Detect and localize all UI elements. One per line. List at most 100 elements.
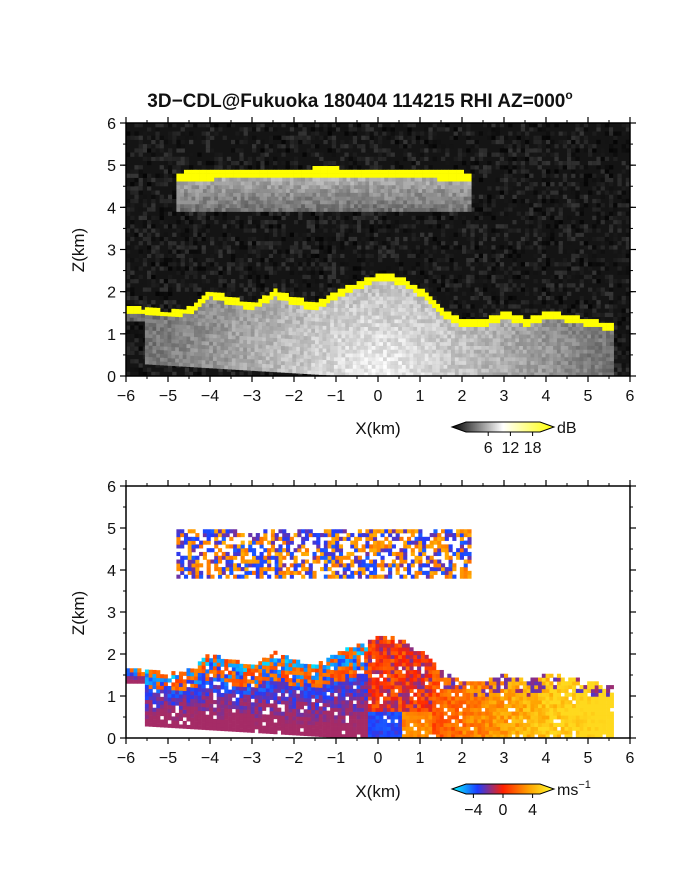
reflectivity-edge-cell <box>220 292 225 297</box>
noise-cell <box>470 131 475 136</box>
noise-cell <box>562 139 568 145</box>
noise-cell <box>600 211 605 216</box>
noise-cell <box>285 279 290 284</box>
reflectivity-cell <box>326 340 331 346</box>
noise-cell <box>483 198 488 204</box>
noise-cell <box>428 224 433 229</box>
noise-cell <box>268 245 274 250</box>
noise-cell <box>575 160 580 166</box>
noise-cell <box>596 219 601 225</box>
noise-cell <box>462 219 467 225</box>
noise-cell <box>386 236 391 242</box>
noise-cell <box>130 257 135 263</box>
noise-cell <box>239 148 244 153</box>
noise-cell <box>575 300 580 305</box>
noise-cell <box>352 219 358 225</box>
noise-cell <box>495 135 500 140</box>
noise-cell <box>319 219 324 225</box>
noise-cell <box>189 211 194 216</box>
noise-cell <box>546 177 551 183</box>
noise-cell <box>441 283 446 288</box>
noise-cell <box>525 173 530 178</box>
noise-cell <box>201 211 206 216</box>
noise-cell <box>226 123 232 128</box>
reflectivity-cell <box>175 328 180 333</box>
noise-cell <box>554 186 559 191</box>
reflectivity-cell <box>292 331 297 336</box>
reflectivity-cell <box>258 310 263 315</box>
noise-cell <box>264 127 269 132</box>
noise-cell <box>294 283 299 288</box>
noise-cell <box>184 211 190 216</box>
noise-cell <box>226 245 232 250</box>
reflectivity-cell <box>250 362 255 368</box>
noise-cell <box>571 266 576 271</box>
reflectivity-edge-cell <box>243 305 248 310</box>
reflectivity-cell <box>209 299 214 304</box>
noise-cell <box>487 152 492 157</box>
reflectivity-cell <box>133 313 138 318</box>
noise-cell <box>218 249 223 254</box>
reflectivity-cell <box>258 359 263 364</box>
noise-cell <box>537 144 542 149</box>
noise-cell <box>247 249 253 254</box>
reflectivity-cell <box>212 307 218 312</box>
noise-cell <box>621 257 626 263</box>
reflectivity-cell <box>228 316 233 321</box>
reflectivity-cell <box>182 343 187 348</box>
noise-cell <box>562 283 568 288</box>
noise-cell <box>352 224 358 229</box>
noise-cell <box>609 207 614 212</box>
noise-cell <box>155 363 160 368</box>
noise-cell <box>348 241 353 246</box>
reflectivity-cell <box>197 321 202 326</box>
noise-cell <box>499 295 505 301</box>
noise-cell <box>554 224 559 229</box>
noise-cell <box>613 135 618 140</box>
noise-cell <box>306 257 311 263</box>
noise-cell <box>541 308 547 313</box>
noise-cell <box>382 215 387 221</box>
noise-cell <box>487 169 492 174</box>
noise-cell <box>579 300 584 305</box>
noise-cell <box>483 304 488 309</box>
reflectivity-cell <box>318 370 323 375</box>
noise-cell <box>264 211 269 216</box>
reflectivity-cell <box>228 304 233 309</box>
reflectivity-cell <box>330 364 335 369</box>
noise-cell <box>558 300 563 305</box>
noise-cell <box>550 207 555 212</box>
reflectivity-cell <box>182 355 187 360</box>
noise-cell <box>281 127 286 132</box>
reflectivity-cell <box>284 357 289 362</box>
reflectivity-cell <box>239 350 244 355</box>
noise-cell <box>126 283 131 288</box>
reflectivity-cell <box>273 352 278 358</box>
noise-cell <box>491 228 496 233</box>
noise-cell <box>382 156 387 162</box>
reflectivity-edge-cell <box>228 300 233 305</box>
noise-cell <box>449 211 454 216</box>
noise-cell <box>625 219 630 225</box>
noise-cell <box>537 148 542 153</box>
noise-cell <box>558 241 563 246</box>
reflectivity-edge-cell <box>303 301 308 306</box>
noise-cell <box>571 308 576 313</box>
noise-cell <box>382 131 387 136</box>
noise-cell <box>222 135 227 140</box>
reflectivity-cell <box>239 312 244 318</box>
noise-cell <box>264 160 269 166</box>
noise-cell <box>310 228 316 233</box>
noise-cell <box>604 177 610 183</box>
noise-cell <box>210 262 215 267</box>
noise-cell <box>331 144 337 149</box>
reflectivity-cell <box>299 358 304 363</box>
reflectivity-cell <box>296 361 301 366</box>
noise-cell <box>159 295 164 301</box>
reflectivity-cell <box>280 315 286 320</box>
reflectivity-cell <box>152 322 157 327</box>
reflectivity-edge-cell <box>163 312 168 317</box>
reflectivity-cell <box>231 335 236 340</box>
noise-cell <box>499 190 505 195</box>
noise-cell <box>323 139 328 145</box>
